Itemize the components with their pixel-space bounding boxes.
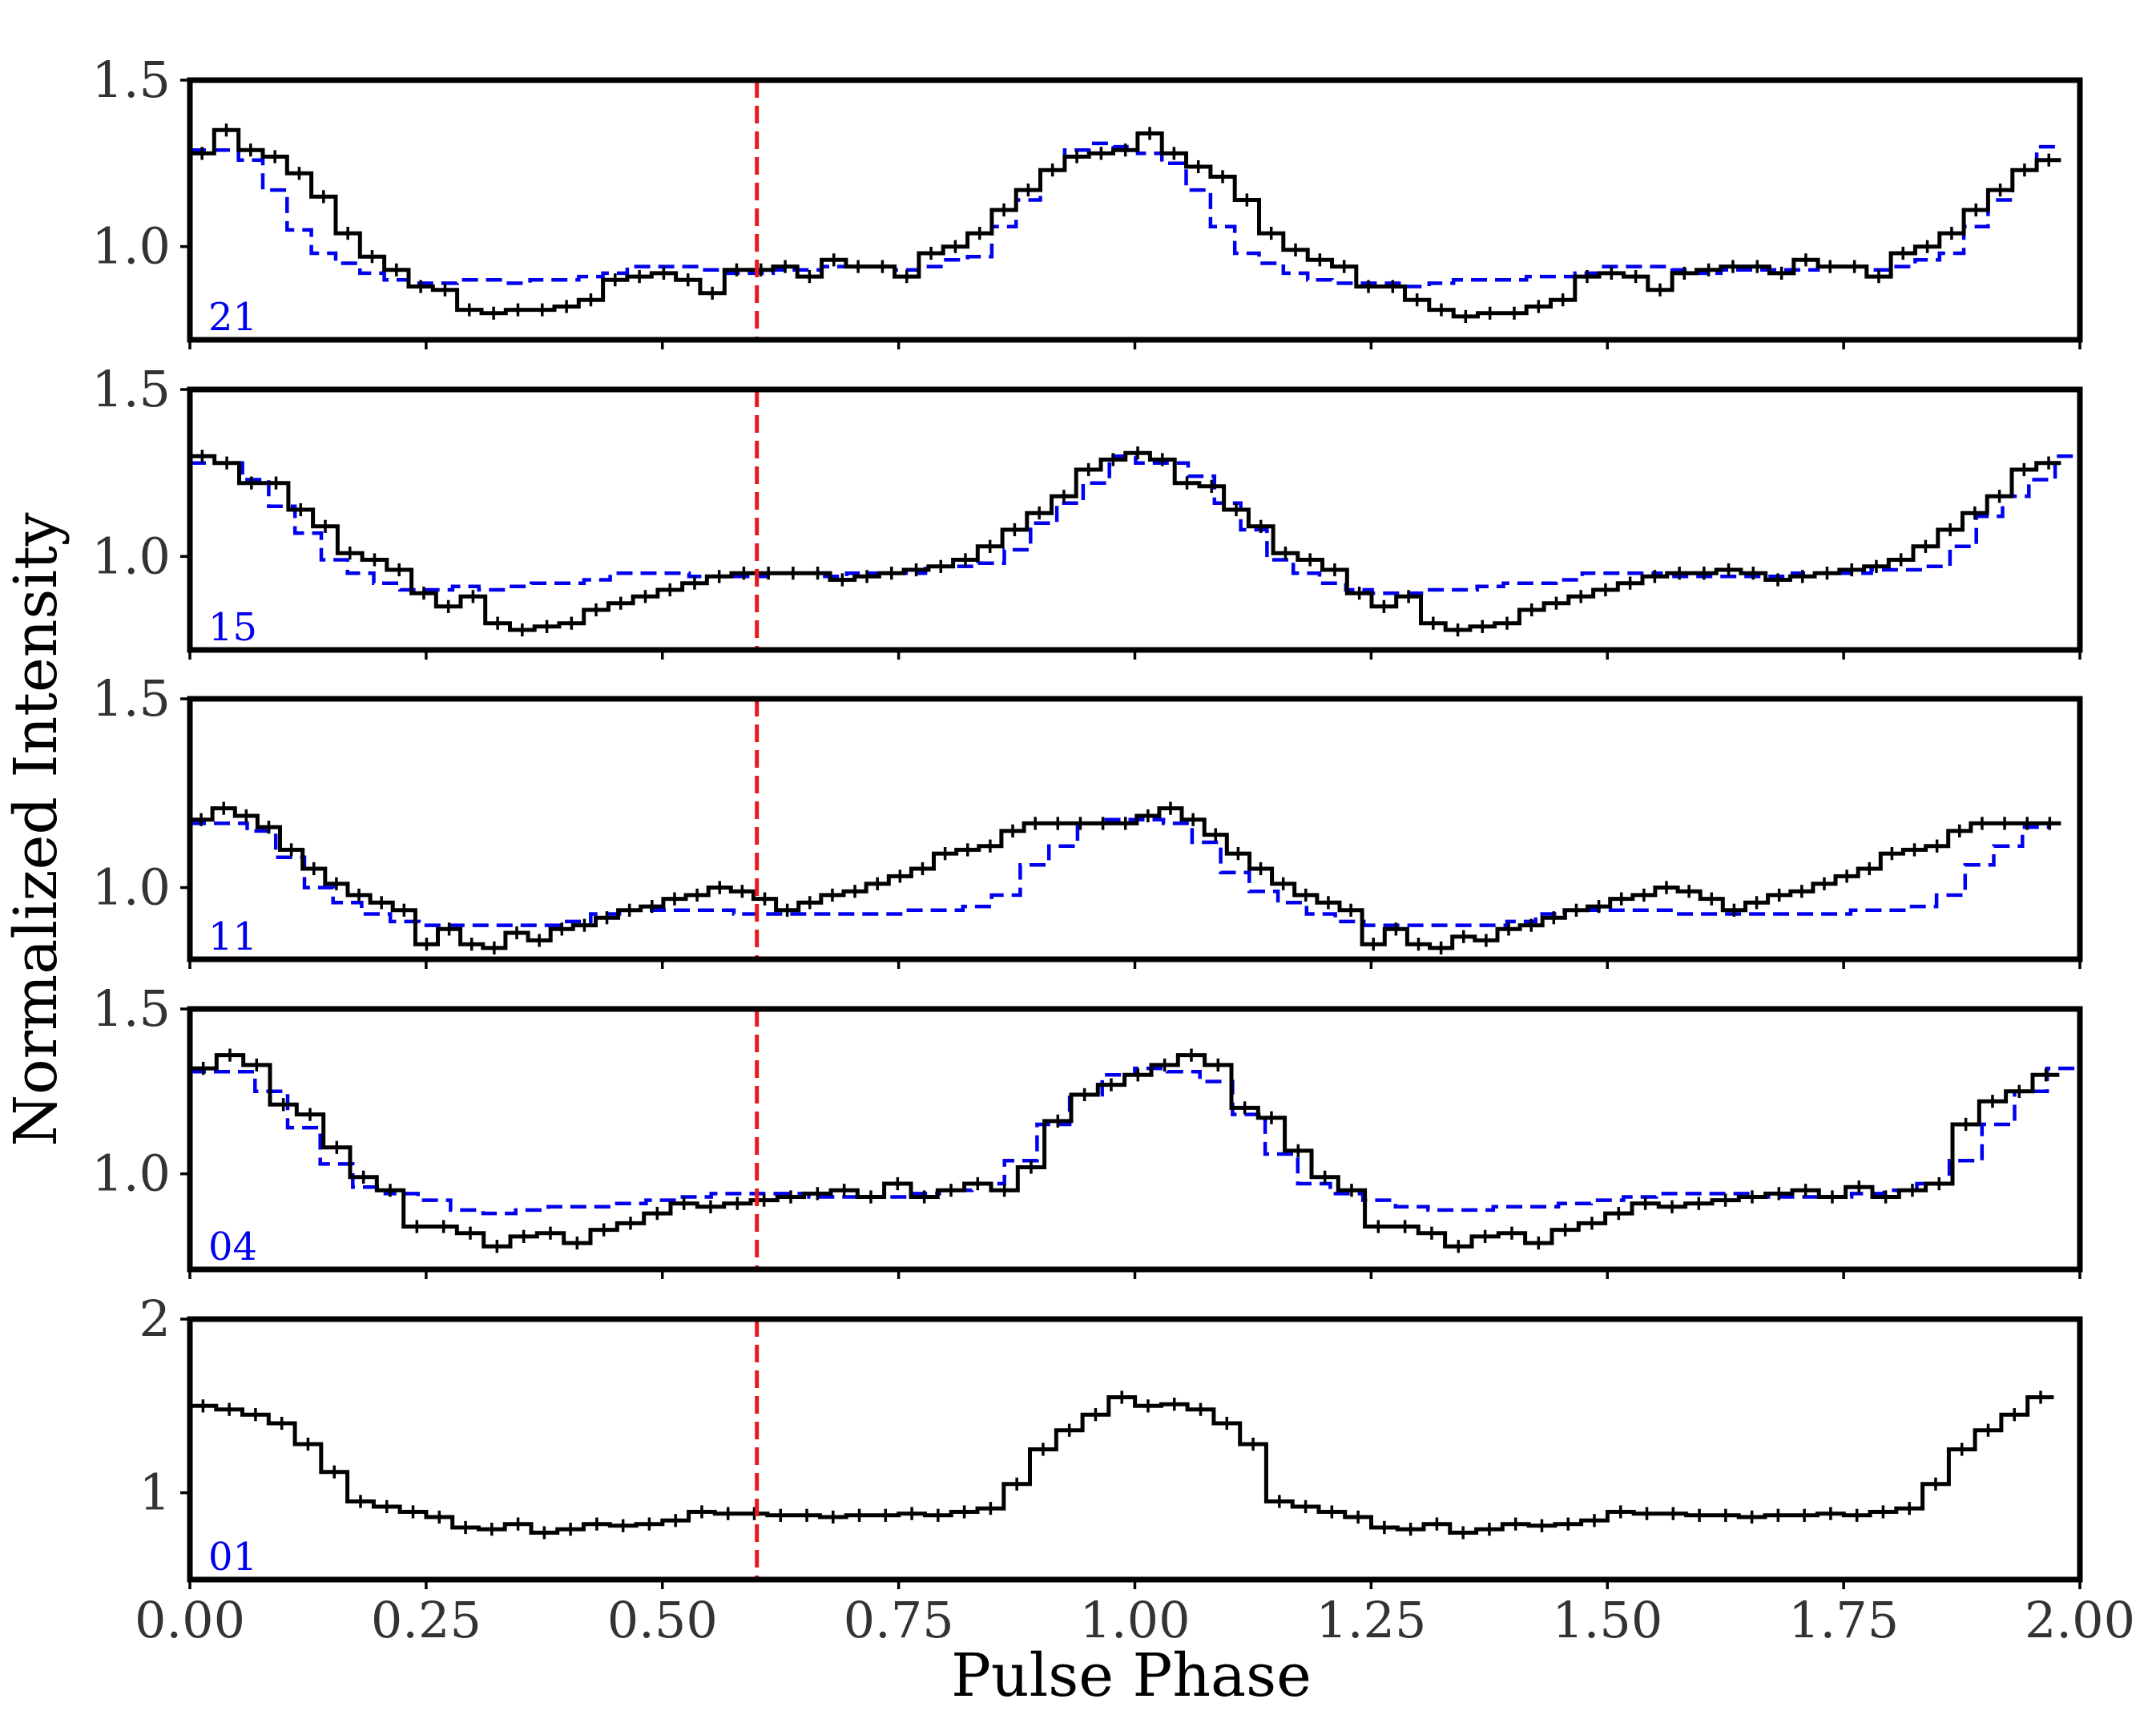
panel-21: 1.0 1.5 21 [91,50,2083,349]
panel-frame [187,77,2083,343]
panel-frame [187,696,2083,962]
x-tick-label: 1.75 [1788,1591,1899,1649]
panel-11: 1.0 1.5 11 [91,669,2083,969]
panel-label-01: 01 [208,1535,257,1580]
y-tick-label: 2 [139,1289,171,1348]
x-tick-label: 0.00 [135,1591,245,1649]
panel-plot-area [190,1390,2054,1539]
template-series-line [190,454,2080,595]
profile-series-line [190,1395,2054,1535]
y-tick-label: 1 [139,1463,171,1522]
template-series-line [190,817,2051,927]
panel-label-15: 15 [208,605,257,650]
panel-04: 1.0 1.5 04 [91,979,2083,1279]
template-series-line [190,141,2061,289]
panel-plot-area [190,801,2061,954]
x-tick-label: 2.00 [2025,1591,2135,1649]
panel-frame [187,1316,2083,1583]
profile-series-line [190,450,2061,632]
panel-label-11: 11 [208,914,257,959]
y-tick-label: 1.5 [91,360,171,418]
profile-series-line [190,1053,2060,1249]
panel-label-21: 21 [208,295,257,340]
x-tick-label: 1.00 [1079,1591,1190,1649]
profile-series-line [190,806,2061,950]
panel-plot-area [190,446,2080,637]
panel-plot-area [190,1048,2080,1253]
y-tick-label: 1.0 [91,1144,171,1203]
y-axis-title: Normalized Intensity [2,512,71,1146]
y-tick-label: 1.5 [91,50,171,109]
panel-15: 1.0 1.5 15 [91,360,2083,660]
panel-plot-area [190,123,2061,324]
y-tick-label: 1.0 [91,217,171,276]
template-series-line [190,1066,2080,1216]
x-tick-label: 1.25 [1316,1591,1426,1649]
panel-01: 1 2 01 0.00 0.25 0.50 0.75 1.00 1.25 1.50 1.75 2.00 [135,1289,2135,1649]
x-tick-label: 0.50 [607,1591,718,1649]
profile-series-line [190,127,2061,319]
y-tick-label: 1.5 [91,669,171,728]
x-tick-label: 0.25 [371,1591,482,1649]
panel-label-04: 04 [208,1225,257,1269]
panel-frame [187,386,2083,653]
y-tick-label: 1.0 [91,858,171,917]
y-tick-label: 1.0 [91,527,171,585]
x-tick-label: 1.50 [1552,1591,1662,1649]
x-axis-title: Pulse Phase [951,1641,1312,1707]
y-tick-label: 1.5 [91,979,171,1038]
panel-frame [187,1006,2083,1273]
x-tick-label: 0.75 [844,1591,954,1649]
